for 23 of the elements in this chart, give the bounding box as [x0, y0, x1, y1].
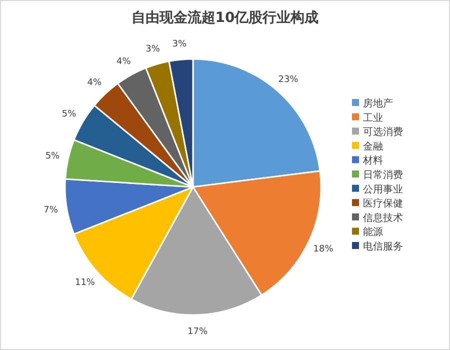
chart-title: 自由现金流超10亿股行业构成 [131, 9, 319, 26]
legend-label: 医疗保健 [363, 198, 403, 210]
legend-label: 金融 [363, 140, 383, 152]
legend-label: 电信服务 [363, 240, 403, 252]
data-label: 5% [45, 152, 60, 162]
legend-label: 材料 [362, 154, 383, 167]
data-label: 5% [62, 110, 77, 120]
legend-label: 信息技术 [363, 212, 403, 224]
legend-label: 日常消费 [363, 169, 403, 181]
data-label: 17% [188, 326, 208, 337]
data-label: 4% [116, 56, 132, 67]
data-label: 4% [87, 78, 102, 88]
legend-label: 工业 [363, 112, 383, 124]
data-label: 23% [278, 74, 299, 85]
data-label: 3% [146, 44, 160, 55]
legend-label: 可选消费 [363, 126, 403, 138]
legend-label: 公用事业 [363, 183, 403, 196]
data-label: 11% [74, 278, 96, 288]
data-label: 18% [313, 244, 334, 254]
legend-label: 房地产 [363, 98, 393, 110]
data-label: 7% [44, 206, 58, 216]
data-label: 3% [172, 40, 188, 50]
legend-label: 能源 [363, 226, 383, 238]
